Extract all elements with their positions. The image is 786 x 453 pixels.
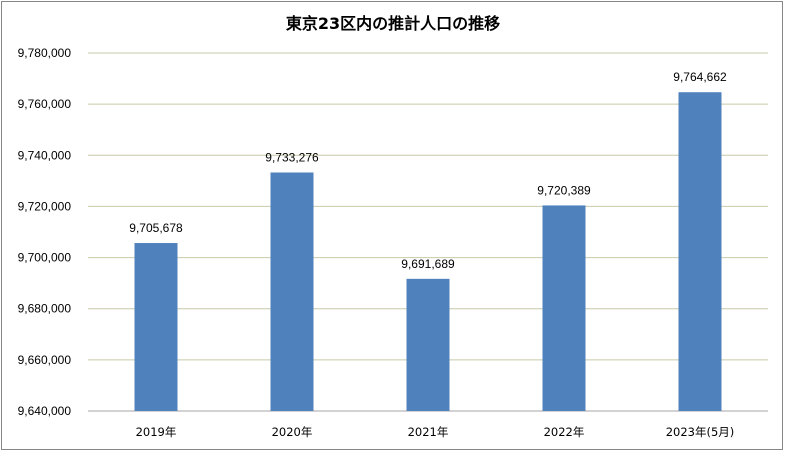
bar bbox=[406, 278, 450, 411]
x-tick-label: 2021年 bbox=[408, 425, 449, 439]
bar bbox=[134, 243, 178, 411]
y-axis-ticks: 9,640,000 9,660,000 9,680,000 9,700,000 9,72… bbox=[18, 46, 72, 418]
y-tick-label: 9,780,000 bbox=[18, 46, 72, 60]
bar bbox=[542, 205, 586, 411]
gridlines bbox=[88, 52, 768, 412]
data-labels: 9,705,678 9,733,276 9,691,689 9,720,389 9,76… bbox=[129, 70, 727, 271]
y-tick-label: 9,720,000 bbox=[18, 199, 72, 213]
y-tick-label: 9,660,000 bbox=[18, 353, 72, 367]
x-axis-categories: 2019年 2020年 2021年 2022年 2023年(5月) bbox=[136, 425, 735, 439]
x-tick-label: 2020年 bbox=[272, 425, 313, 439]
y-tick-label: 9,700,000 bbox=[18, 251, 72, 265]
data-label: 9,705,678 bbox=[129, 221, 183, 235]
bar bbox=[678, 92, 722, 411]
data-label: 9,720,389 bbox=[537, 183, 591, 197]
bar bbox=[270, 172, 314, 411]
y-tick-label: 9,680,000 bbox=[18, 302, 72, 316]
y-tick-label: 9,760,000 bbox=[18, 97, 72, 111]
x-tick-label: 2023年(5月) bbox=[666, 425, 735, 439]
chart-title: 東京23区内の推計人口の推移 bbox=[286, 14, 500, 33]
bars bbox=[134, 92, 722, 411]
x-tick-label: 2022年 bbox=[544, 425, 585, 439]
y-tick-label: 9,640,000 bbox=[18, 404, 72, 418]
y-tick-label: 9,740,000 bbox=[18, 148, 72, 162]
data-label: 9,691,689 bbox=[401, 257, 455, 271]
data-label: 9,733,276 bbox=[265, 150, 319, 164]
data-label: 9,764,662 bbox=[673, 70, 727, 84]
x-tick-label: 2019年 bbox=[136, 425, 177, 439]
